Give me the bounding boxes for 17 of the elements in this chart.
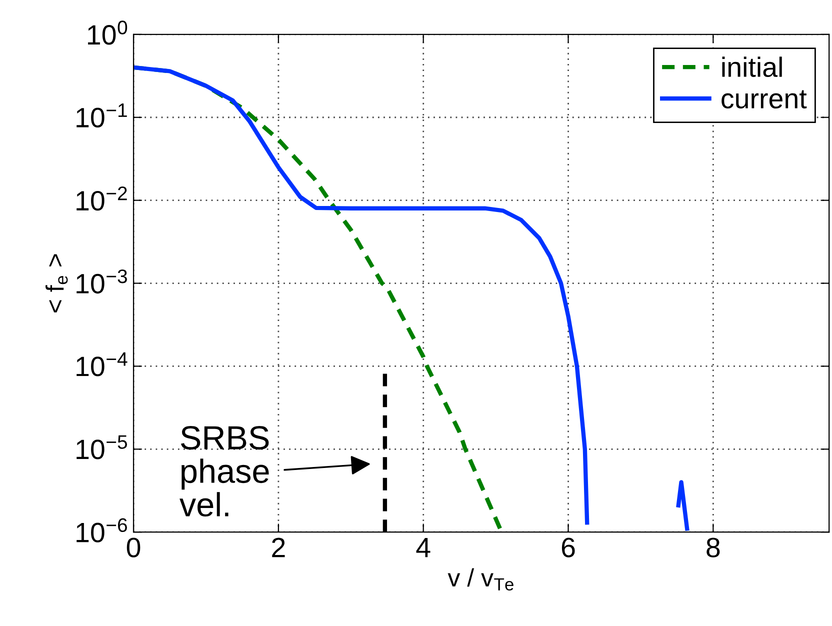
x-tick-label: 8 [706,538,720,558]
legend-label: initial [722,56,782,78]
x-tick-label: 0 [126,538,140,558]
x-tick-label: 4 [416,538,430,558]
x-tick-label: 6 [562,538,575,558]
x-tick-label: 2 [272,538,285,558]
y-tick-label: 10$^{−5}$ [76,435,128,460]
y-tick-label: 10$^{−3}$ [76,269,127,294]
legend-label: current [722,90,807,109]
y-tick-label: 10$^{0}$ [88,20,128,45]
y-tick-label: 10$^{−1}$ [76,104,127,128]
y-tick-label: 10$^{−6}$ [76,518,127,542]
annotation: SRBS phase vel. [180,426,269,517]
y-tick-label: 10$^{−2}$ [76,186,127,211]
y-axis-title: < f$_{e}$ > [46,254,68,312]
y-tick-label: 10$^{−4}$ [76,352,128,376]
x-axis-title: v / v$_{Te}$ [448,568,514,591]
